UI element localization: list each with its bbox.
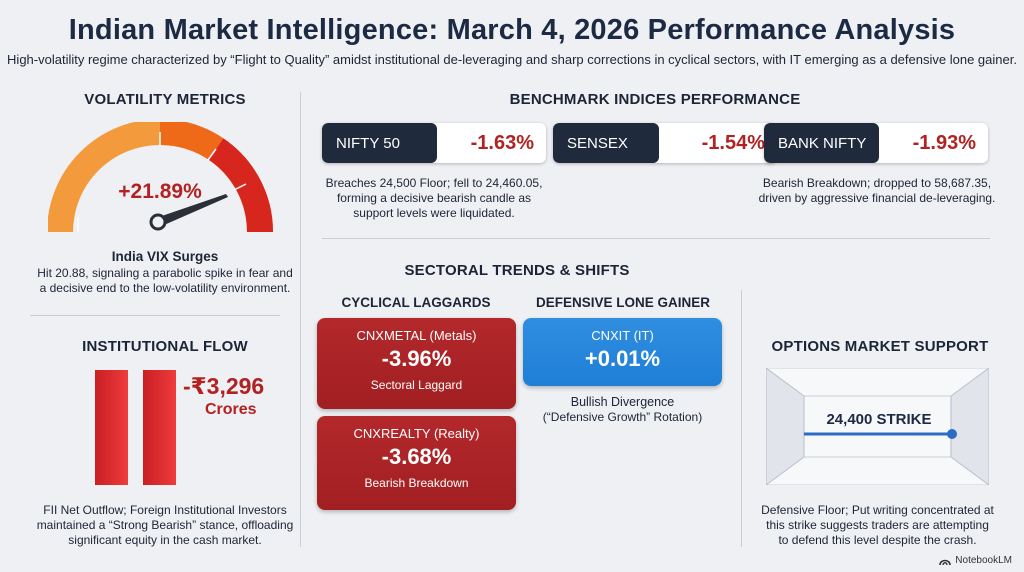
flow-bar-1 (95, 370, 128, 485)
sector-desc: Bearish Breakdown (364, 476, 469, 490)
sector-card-it: CNXIT (IT) +0.01% (523, 318, 722, 386)
divider-center (322, 238, 990, 239)
index-change: -1.93% (912, 131, 976, 154)
options-description: Defensive Floor; Put writing concentrate… (761, 503, 994, 547)
sector-name: CNXMETAL (Metals) (356, 328, 477, 343)
benchmarks-heading: BENCHMARK INDICES PERFORMANCE (509, 91, 801, 108)
sector-card-realty: CNXREALTY (Realty) -3.68% Bearish Breakd… (317, 416, 516, 510)
divider-left (300, 92, 301, 547)
index-name: NIFTY 50 (322, 123, 437, 163)
flow-bar-2 (143, 370, 176, 485)
options-heading: OPTIONS MARKET SUPPORT (771, 338, 989, 355)
index-name: SENSEX (553, 123, 659, 163)
fii-outflow-unit: Crores (205, 401, 257, 418)
gauge-arc-orange (159, 122, 224, 161)
sector-card-metal: CNXMETAL (Metals) -3.96% Sectoral Laggar… (317, 318, 516, 409)
index-card-sensex: SENSEX -1.54% (553, 123, 777, 163)
defensive-heading: DEFENSIVE LONE GAINER (535, 295, 711, 310)
sector-change: +0.01% (584, 346, 661, 371)
strike-label: 24,400 STRIKE (826, 411, 932, 428)
divider-right (741, 290, 742, 547)
notebook-icon (939, 559, 952, 565)
vix-gauge (48, 122, 273, 233)
fii-outflow-value: -₹3,296 (183, 373, 265, 399)
divider-left-mid (30, 315, 280, 316)
it-desc-2: (“Defensive Growth” Rotation) (542, 410, 703, 424)
institutional-heading: INSTITUTIONAL FLOW (82, 338, 248, 355)
strike-diagram (766, 368, 989, 485)
nifty-note: Breaches 24,500 Floor; fell to 24,460.05… (325, 176, 543, 220)
fii-description: FII Net Outflow; Foreign Institutional I… (36, 503, 294, 547)
index-change: -1.63% (470, 131, 534, 154)
index-name: BANK NIFTY (764, 123, 879, 163)
strike-marker (947, 429, 957, 439)
volatility-heading: VOLATILITY METRICS (84, 91, 246, 108)
cyclical-heading: CYCLICAL LAGGARDS (341, 295, 491, 310)
brand-name: NotebookLM (955, 555, 1012, 566)
page-title: Indian Market Intelligence: March 4, 202… (68, 14, 956, 46)
banknifty-note: Bearish Breakdown; dropped to 58,687.35,… (758, 176, 996, 205)
vix-subheading: India VIX Surges (111, 249, 219, 264)
brand-mark: NotebookLM (939, 555, 1012, 566)
sector-name: CNXREALTY (Realty) (353, 426, 480, 441)
sector-change: -3.68% (381, 444, 452, 469)
index-change: -1.54% (701, 131, 765, 154)
index-card-nifty: NIFTY 50 -1.63% (322, 123, 546, 163)
sector-desc: Sectoral Laggard (370, 378, 463, 392)
index-card-banknifty: BANK NIFTY -1.93% (764, 123, 988, 163)
sectoral-heading: SECTORAL TRENDS & SHIFTS (404, 262, 630, 279)
sector-change: -3.96% (381, 346, 452, 371)
gauge-needle (156, 194, 228, 225)
vix-description: Hit 20.88, signaling a parabolic spike i… (37, 266, 293, 295)
vix-change-value: +21.89% (118, 180, 202, 203)
page-subtitle: High-volatility regime characterized by … (7, 52, 1017, 67)
it-desc-1: Bullish Divergence (570, 395, 675, 409)
gauge-arc-red (208, 138, 273, 233)
sector-name: CNXIT (IT) (591, 328, 654, 343)
